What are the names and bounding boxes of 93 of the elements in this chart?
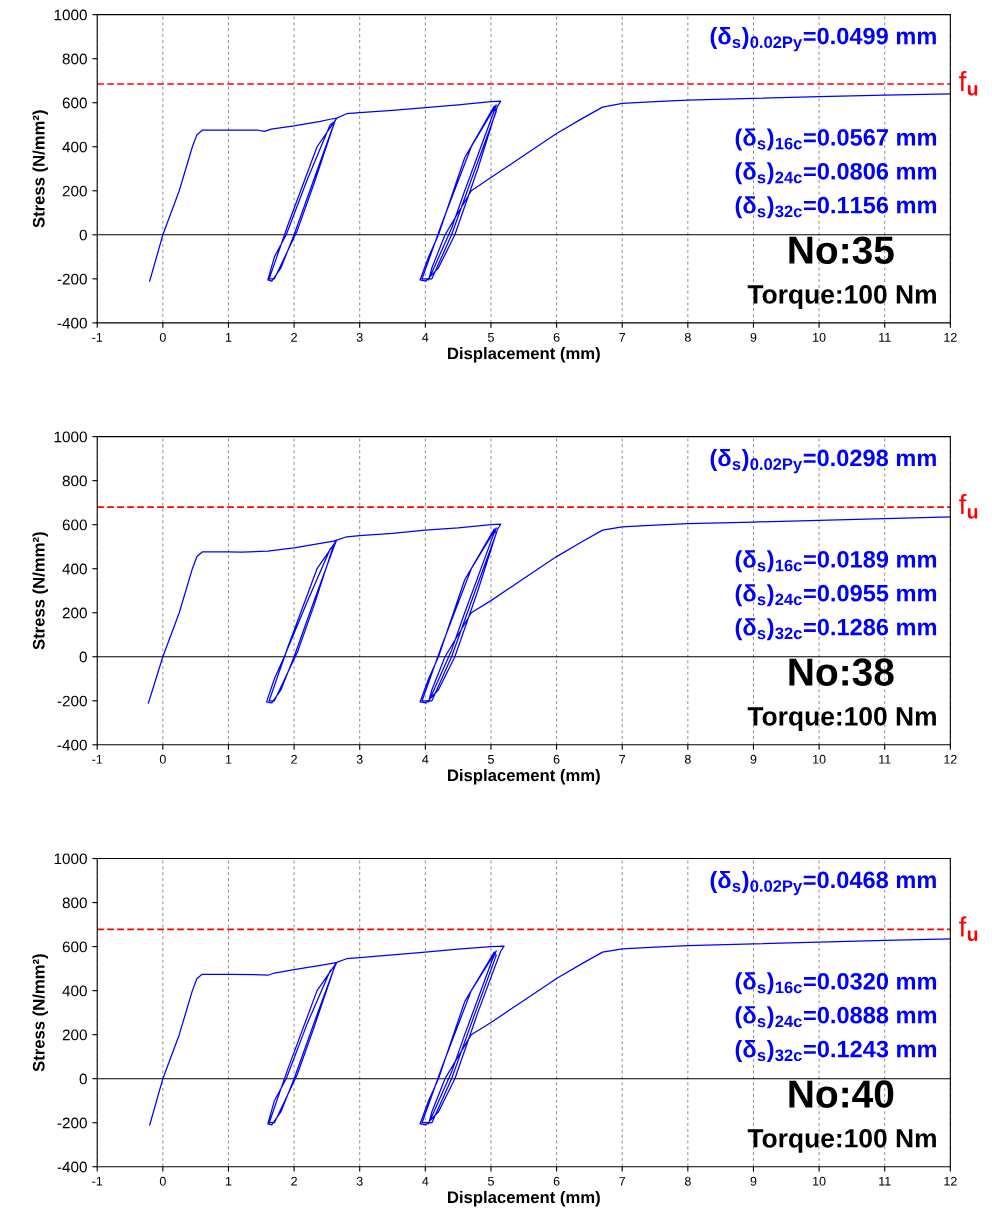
x-tick-label: 8 [684,332,691,342]
x-tick-label: 4 [422,754,429,764]
annotation: Torque:100 Nm [747,1128,936,1153]
x-tick-label: 6 [553,332,560,342]
x-tick-label: 3 [356,754,363,764]
annotation: (δ$_{s}$)$_{16c}$=0.0320 mm [735,972,937,995]
x-tick-label: 6 [553,754,560,764]
x-tick-label: 1 [225,1176,232,1186]
x-tick-label: 0 [159,754,166,764]
y-tick-label: -400 [57,739,87,751]
y-tick-label: -200 [57,695,87,707]
y-tick-label: 600 [62,941,87,953]
x-tick-label: 11 [879,754,891,764]
y-tick-label: 400 [62,141,87,153]
x-tick-label: 4 [422,333,429,342]
y-tick-label: 1000 [54,9,87,21]
y-tick-label: 400 [62,985,87,997]
y-axis-title: Stress (N/mm²) [32,954,48,1072]
y-axis-title: Stress (N/mm²) [32,110,48,228]
y-tick-label: 200 [62,1029,87,1041]
x-tick-label: 0 [159,332,166,342]
x-tick-label: 2 [291,754,297,764]
x-tick-label: 11 [879,1176,891,1186]
x-tick-label: 3 [356,1176,363,1186]
x-tick-label: 2 [291,332,297,342]
x-tick-label: -1 [92,754,103,764]
annotation: (δ$_{s}$)$_{16c}$=0.0189 mm [735,550,937,573]
x-axis-title: Displacement (mm) [448,347,600,363]
ref-line-label: f$_{u}$ [959,70,978,96]
annotation: (δ$_{s}$)$_{0.02Py}$=0.0468 mm [710,870,936,896]
y-tick-label: 600 [62,97,87,109]
x-tick-label: 10 [813,332,826,342]
y-tick-label: 800 [62,53,87,65]
x-tick-label: 9 [750,1176,757,1186]
y-tick-label: 0 [79,651,87,663]
y-tick-label: -400 [57,1161,87,1173]
x-tick-label: 12 [944,754,957,764]
x-tick-label: 3 [356,332,363,342]
y-tick-label: 1000 [54,853,87,865]
x-tick-label: 10 [813,754,826,764]
x-tick-label: 0 [159,1176,166,1186]
y-tick-label: 1000 [54,431,87,443]
annotation: (δ$_{s}$)$_{24c}$=0.0806 mm [735,162,937,185]
x-tick-label: 4 [422,1176,429,1186]
x-tick-label: 7 [619,1176,626,1186]
x-tick-label: 10 [813,1176,826,1186]
x-tick-label: 9 [750,332,757,342]
x-tick-label: -1 [92,333,103,342]
ref-line-label: f$_{u}$ [959,916,978,942]
y-tick-label: 200 [62,185,87,197]
y-tick-label: -400 [57,317,87,329]
x-tick-label: 11 [879,333,891,342]
x-tick-label: -1 [92,1176,103,1186]
x-tick-label: 7 [619,754,626,764]
x-tick-label: 12 [944,1176,957,1186]
annotation: (δ$_{s}$)$_{24c}$=0.0955 mm [735,584,937,607]
annotation: (δ$_{s}$)$_{0.02Py}$=0.0499 mm [710,27,936,52]
annotation: No:40 [789,1080,894,1108]
y-tick-label: 600 [62,519,87,531]
x-axis-title: Displacement (mm) [448,1190,600,1207]
x-tick-label: 1 [225,333,232,342]
y-axis-title: Stress (N/mm²) [32,532,48,650]
annotation: No:38 [789,658,894,686]
y-tick-label: 800 [62,897,87,909]
y-tick-label: 800 [62,475,87,487]
x-tick-label: 5 [487,333,494,342]
y-tick-label: 0 [79,1073,87,1085]
x-tick-label: 2 [291,1176,297,1186]
x-tick-label: 1 [225,754,232,764]
annotation: (δ$_{s}$)$_{24c}$=0.0888 mm [735,1006,937,1029]
x-tick-label: 12 [944,332,957,342]
annotation: (δ$_{s}$)$_{16c}$=0.0567 mm [735,128,937,151]
y-tick-label: -200 [57,1117,87,1129]
x-tick-label: 5 [487,1176,494,1186]
x-axis-title: Displacement (mm) [448,768,600,785]
x-tick-label: 5 [487,754,494,764]
annotation: (δ$_{s}$)$_{32c}$=0.1243 mm [735,1040,937,1063]
y-tick-label: 0 [79,229,87,241]
x-tick-label: 6 [553,1176,560,1186]
annotation: (δ$_{s}$)$_{32c}$=0.1286 mm [735,618,937,641]
annotation: (δ$_{s}$)$_{32c}$=0.1156 mm [735,196,937,219]
annotation: Torque:100 Nm [747,285,936,309]
ref-line-label: f$_{u}$ [959,493,978,519]
x-tick-label: 7 [619,333,626,342]
annotation: (δ$_{s}$)$_{0.02Py}$=0.0298 mm [710,448,936,474]
y-tick-label: 400 [62,563,87,575]
annotation: No:35 [789,236,894,265]
x-tick-label: 9 [750,754,757,764]
x-tick-label: 8 [684,1176,691,1186]
y-tick-label: -200 [57,273,87,285]
x-tick-label: 8 [684,754,691,764]
annotation: Torque:100 Nm [747,707,936,731]
y-tick-label: 200 [62,607,87,619]
